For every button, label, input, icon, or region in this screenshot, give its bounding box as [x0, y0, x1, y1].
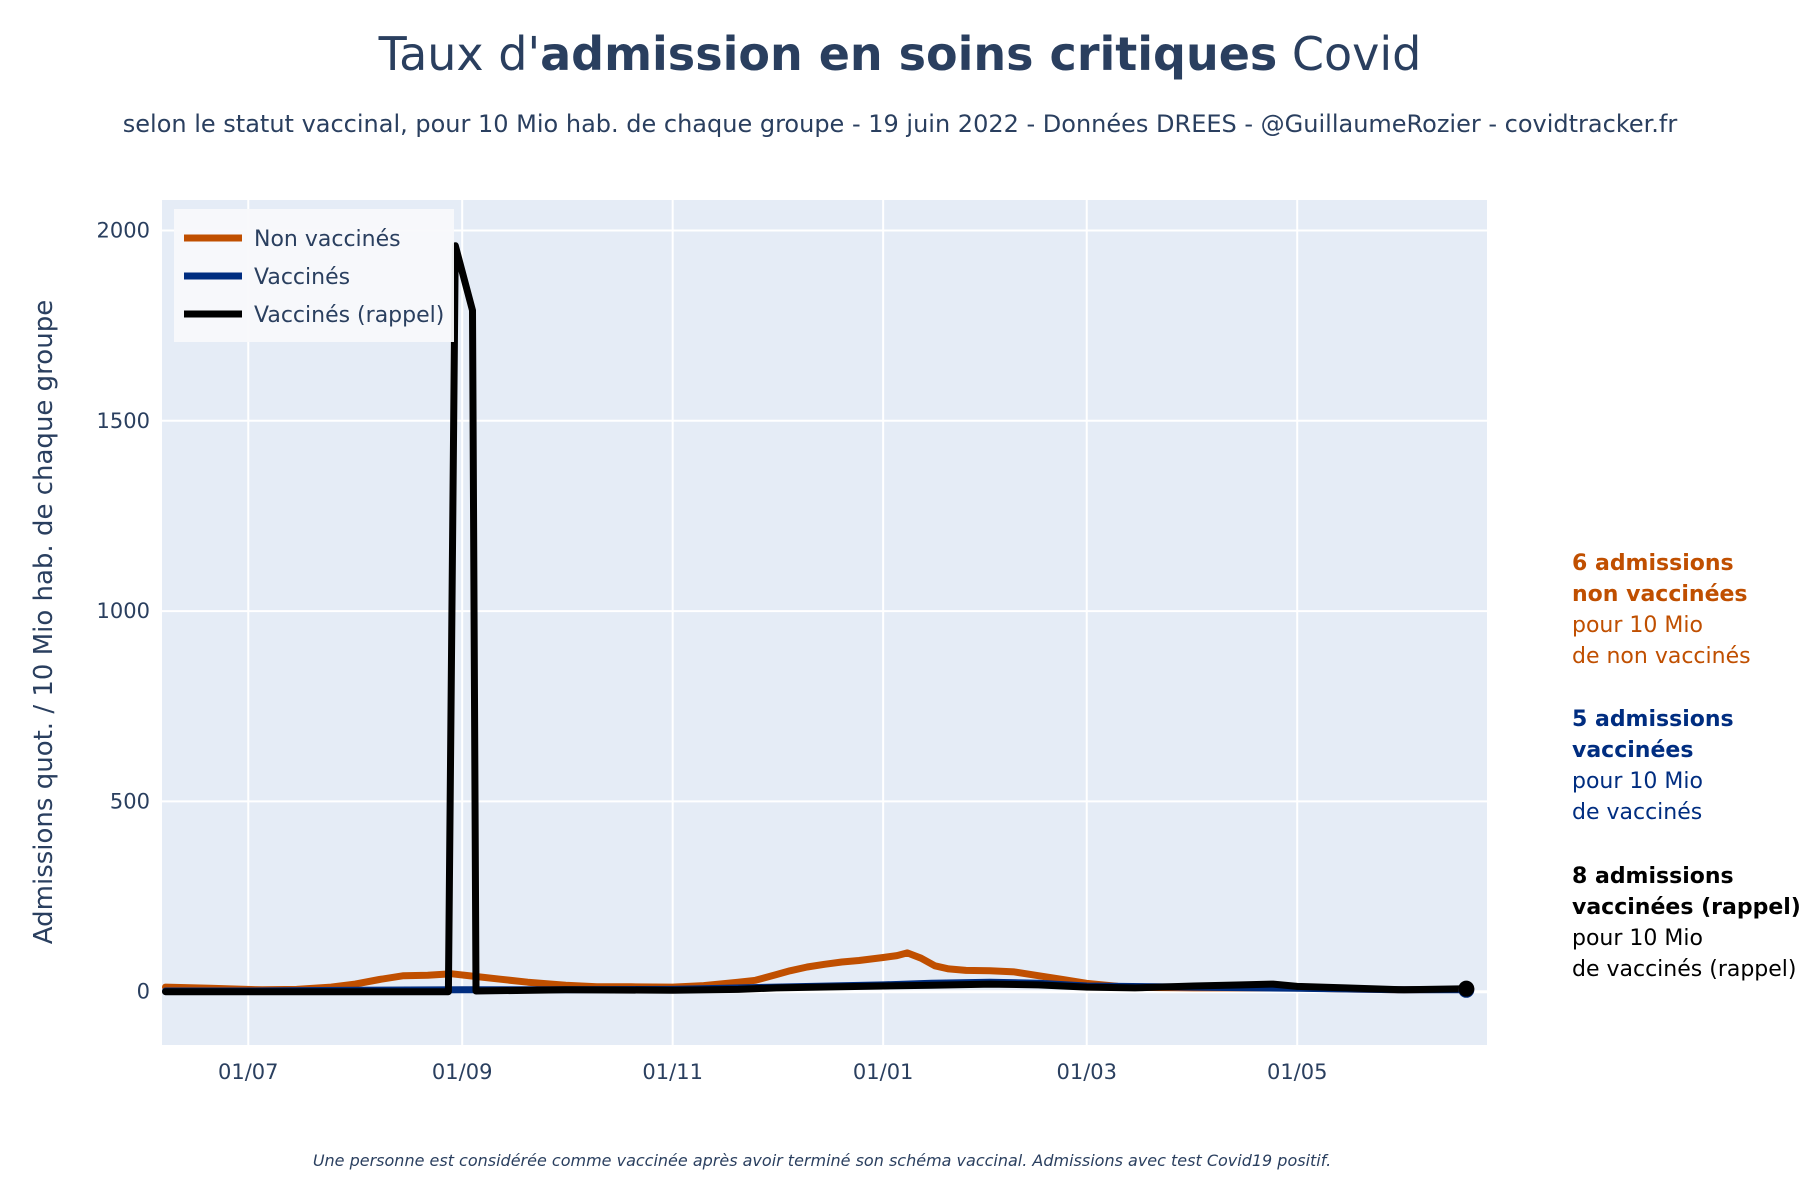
- chart-title: Taux d'admission en soins critiques Covi…: [378, 27, 1422, 81]
- annotation-line: vaccinées: [1572, 738, 1693, 763]
- axis-ticks: 0 500 1000 1500 2000 01/07 01/09 01/11 01/01 01/0…: [97, 218, 1328, 1084]
- series-end-marker-2: [1458, 980, 1475, 997]
- annotation-line: pour 10 Mio: [1572, 926, 1703, 951]
- annotation-non-vaccines: 6 admissions non vaccinées pour 10 Mio d…: [1572, 551, 1751, 669]
- end-markers: [1458, 980, 1475, 998]
- legend-label-vaccines: Vaccinés: [254, 265, 350, 290]
- y-tick-label: 0: [137, 980, 150, 1004]
- annotation-line: de non vaccinés: [1572, 644, 1751, 669]
- annotation-vaccines-rappel: 8 admissions vaccinées (rappel) pour 10 …: [1572, 864, 1800, 982]
- y-tick-label: 1500: [97, 409, 150, 433]
- y-tick-label: 2000: [97, 218, 150, 242]
- y-tick-label: 1000: [97, 599, 150, 623]
- x-tick-label: 01/09: [432, 1060, 493, 1084]
- x-tick-label: 01/03: [1056, 1060, 1117, 1084]
- y-tick-label: 500: [110, 789, 150, 813]
- grid: [162, 200, 1487, 1045]
- x-tick-label: 01/07: [218, 1060, 279, 1084]
- footnote: Une personne est considérée comme vaccin…: [313, 1151, 1331, 1170]
- chart-title-prefix: Taux d': [378, 27, 541, 81]
- annotation-line: de vaccinés (rappel): [1572, 957, 1797, 982]
- legend-label-vaccines-rappel: Vaccinés (rappel): [254, 303, 444, 328]
- chart-subtitle: selon le statut vaccinal, pour 10 Mio ha…: [123, 110, 1678, 138]
- legend-label-non-vaccines: Non vaccinés: [254, 227, 401, 252]
- series-line-2: [162, 242, 1470, 996]
- series: [162, 242, 1470, 996]
- annotation-line: pour 10 Mio: [1572, 769, 1703, 794]
- annotation-vaccines: 5 admissions vaccinées pour 10 Mio de va…: [1572, 707, 1734, 825]
- annotation-line: vaccinées (rappel): [1572, 895, 1800, 920]
- annotation-line: pour 10 Mio: [1572, 613, 1703, 638]
- chart-title-suffix: Covid: [1277, 27, 1421, 81]
- y-axis-label: Admissions quot. / 10 Mio hab. de chaque…: [29, 300, 59, 944]
- chart-title-bold: admission en soins critiques: [540, 27, 1277, 81]
- x-tick-label: 01/11: [642, 1060, 703, 1084]
- x-tick-label: 01/05: [1267, 1060, 1328, 1084]
- annotation-line: 6 admissions: [1572, 551, 1734, 576]
- legend: Non vaccinés Vaccinés Vaccinés (rappel): [174, 209, 454, 342]
- annotation-line: 5 admissions: [1572, 707, 1734, 732]
- annotation-line: 8 admissions: [1572, 864, 1734, 889]
- x-tick-label: 01/01: [853, 1060, 914, 1084]
- annotation-line: de vaccinés: [1572, 800, 1702, 825]
- annotation-line: non vaccinées: [1572, 582, 1748, 607]
